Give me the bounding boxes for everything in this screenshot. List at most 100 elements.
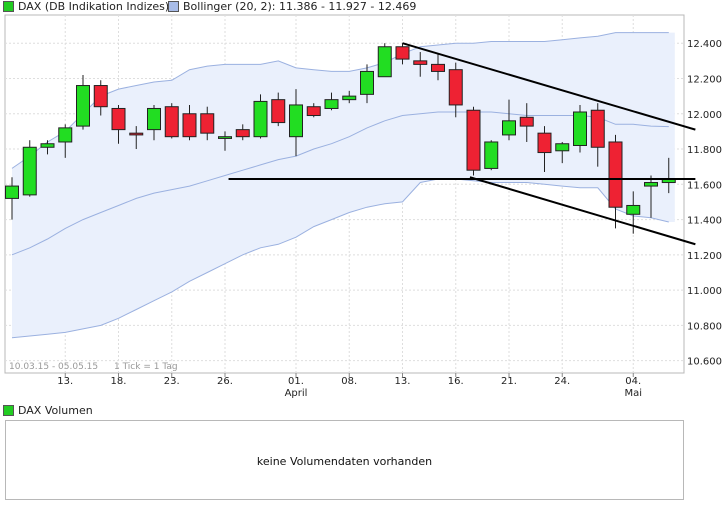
candle [413, 52, 428, 77]
candle [644, 175, 658, 218]
candle [448, 62, 463, 118]
bollinger-lower-line [11, 178, 669, 339]
candle [5, 177, 19, 220]
candle [289, 89, 303, 157]
candle [608, 134, 623, 229]
chart-tick-info: 1 Tick = 1 Tag [114, 362, 178, 372]
bollinger-middle-line [11, 111, 669, 256]
candle-body-down [306, 106, 321, 117]
x-tick-sublabel: April [285, 388, 308, 399]
y-tick-label: 12.400 [687, 39, 722, 50]
candle [93, 80, 108, 116]
candle [590, 103, 605, 167]
trendline [402, 42, 696, 131]
candle-body-up [555, 143, 570, 152]
candle-body-up [76, 85, 90, 127]
volume-legend-label: DAX Volumen [18, 404, 93, 417]
candle-body-down [395, 46, 410, 60]
candle-body-down [466, 109, 481, 171]
candle [324, 92, 339, 111]
dax-legend-swatch [3, 1, 14, 12]
y-axis: 12.400 12.200 12.000 11.800 11.600 11.400 11.2… [687, 39, 722, 367]
candle-body-up [626, 204, 641, 215]
candle [129, 126, 144, 150]
candle [182, 104, 197, 141]
x-tick-label: 01. [288, 376, 304, 387]
candle [164, 103, 179, 139]
x-tick-label: 21. [501, 376, 517, 387]
candle-body-up [324, 99, 339, 109]
x-tick-label: 08. [341, 376, 357, 387]
y-tick-label: 12.000 [687, 110, 722, 121]
candle-body-up [218, 136, 232, 139]
bollinger-legend-swatch [168, 1, 179, 12]
candle-body-down [448, 69, 463, 106]
price-chart: 12.400 12.200 12.000 11.800 11.600 11.400 11.2… [4, 14, 722, 399]
chart-range-info: 10.03.15 - 05.05.15 [9, 362, 98, 372]
candle-body-up [644, 182, 658, 187]
x-tick-label: 04. [625, 376, 641, 387]
candle-body-down [271, 99, 286, 124]
candle [484, 140, 499, 171]
candle-body-down [129, 132, 144, 136]
candle-body-up [5, 185, 19, 199]
candle [431, 53, 445, 81]
candle [22, 140, 37, 197]
bollinger-legend: Bollinger (20, 2): 11.386 - 11.927 - 12.… [168, 0, 416, 13]
bollinger-legend-label: Bollinger (20, 2): 11.386 - 11.927 - 12.… [183, 0, 417, 13]
x-tick-label: 23. [164, 376, 180, 387]
y-tick-label: 11.600 [687, 180, 722, 191]
candle [235, 124, 250, 141]
candle-body-down [111, 107, 126, 131]
candle-body-down [537, 132, 552, 154]
candle [377, 43, 392, 78]
candle-body-down [182, 113, 197, 138]
y-tick-label: 11.200 [687, 251, 722, 262]
candle-body-down [200, 113, 215, 134]
trendlines [228, 42, 696, 246]
candle [58, 124, 73, 158]
candle [466, 106, 481, 176]
candle [253, 94, 268, 139]
candle-body-down [93, 85, 108, 108]
candle-body-down [608, 141, 623, 208]
volume-panel: keine Volumendaten vorhanden [5, 420, 684, 500]
x-tick-sublabel: Mai [624, 388, 642, 399]
candles [5, 43, 676, 234]
candle [271, 92, 286, 127]
candle [306, 103, 321, 118]
x-tick-label: 16. [448, 376, 464, 387]
candle [147, 104, 161, 141]
candle-body-up [502, 120, 516, 136]
x-tick-label: 13. [395, 376, 411, 387]
dax-legend: DAX (DB Indikation Indizes) [3, 0, 169, 13]
candle-body-down [431, 63, 445, 72]
candle [200, 106, 215, 141]
trendline [469, 176, 696, 246]
candle-body-up [360, 70, 374, 95]
candle [555, 141, 570, 164]
x-tick-label: 24. [554, 376, 570, 387]
candle [218, 131, 232, 151]
candle-body-down [164, 106, 179, 138]
candle-body-up [22, 146, 37, 196]
bollinger-upper-line [11, 32, 669, 169]
candle-body-down [413, 60, 428, 65]
y-tick-label: 10.600 [687, 357, 722, 368]
candle [519, 103, 534, 142]
candle [111, 104, 126, 144]
candle [395, 43, 410, 65]
candle-body-down [235, 129, 250, 138]
candle [573, 104, 587, 153]
candle-body-up [253, 100, 268, 138]
y-tick-label: 11.000 [687, 286, 722, 297]
dax-legend-label: DAX (DB Indikation Indizes) [18, 0, 170, 13]
candle-body-up [40, 143, 55, 148]
y-tick-label: 11.400 [687, 216, 722, 227]
candle-body-up [147, 107, 161, 131]
candle [40, 140, 55, 155]
x-tick-label: 13. [57, 376, 73, 387]
x-axis: 13. 18. 23. 26. 01.April 08. 13. 16. 21. 24. 04.Ma… [57, 373, 642, 399]
y-tick-label: 11.800 [687, 145, 722, 156]
candle-body-up [58, 127, 73, 143]
